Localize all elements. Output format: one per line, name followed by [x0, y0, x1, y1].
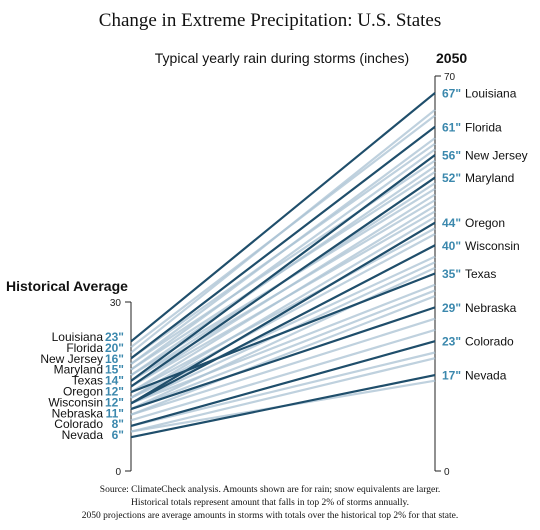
right-state-labels: 67" Louisiana 61" Florida 56" New Jersey 52" Ma…: [442, 86, 528, 382]
left-label-nevada: Nevada: [62, 428, 104, 442]
left-state-labels: Louisiana 23"Florida 20"New Jersey 16"Maryl…: [40, 330, 124, 442]
right-value-maryland: 52": [442, 171, 461, 185]
right-axis-tick-label-bottom: 0: [444, 467, 450, 478]
state-line-12: [130, 193, 436, 388]
left-label-new-jersey: New Jersey: [40, 352, 103, 366]
left-value-nebraska: 11": [106, 406, 124, 420]
left-axis-tick-label-top: 30: [110, 298, 122, 309]
right-label-colorado: Colorado: [465, 335, 514, 349]
right-value-new-jersey: 56": [442, 149, 461, 163]
state-line-15: [130, 227, 436, 394]
left-value-maryland: 15": [105, 363, 124, 377]
right-label-louisiana: Louisiana: [465, 86, 517, 100]
state-line-5: [130, 159, 436, 365]
state-line-wisconsin: [130, 244, 436, 405]
chart-title: Change in Extreme Precipitation: U.S. St…: [99, 10, 441, 31]
right-label-oregon: Oregon: [465, 216, 505, 230]
right-label-nevada: Nevada: [465, 369, 507, 383]
left-value-louisiana: 23": [105, 330, 124, 344]
right-value-nevada: 17": [442, 369, 461, 383]
state-line-24: [130, 317, 436, 416]
left-label-wisconsin: Wisconsin: [48, 395, 103, 409]
right-value-nebraska: 29": [442, 301, 461, 315]
state-line-maryland: [130, 176, 436, 388]
state-line-4: [130, 137, 436, 365]
state-line-16: [130, 216, 436, 399]
right-axis-tick-label-top: 70: [444, 72, 456, 83]
left-label-nebraska: Nebraska: [52, 406, 104, 420]
right-label-florida: Florida: [465, 120, 502, 134]
left-label-texas: Texas: [72, 374, 103, 388]
state-line-22: [130, 289, 436, 411]
state-line-nevada: [130, 373, 436, 439]
left-value-wisconsin: 12": [105, 395, 124, 409]
state-line-nebraska: [130, 306, 436, 411]
state-line-florida: [130, 125, 436, 360]
left-axis-tick-label-bottom: 0: [115, 467, 121, 478]
chart-subtitle: Typical yearly rain during storms (inche…: [155, 50, 409, 66]
left-label-colorado: Colorado: [54, 417, 103, 431]
left-value-oregon: 12": [105, 385, 124, 399]
state-line-6: [130, 148, 436, 371]
left-label-florida: Florida: [66, 341, 103, 355]
right-label-texas: Texas: [465, 267, 496, 281]
right-value-florida: 61": [442, 120, 461, 134]
state-line-louisiana: [130, 92, 436, 343]
state-line-oregon: [130, 221, 436, 405]
right-label-new-jersey: New Jersey: [465, 149, 528, 163]
state-line-2: [130, 108, 436, 354]
state-line-21: [130, 266, 436, 411]
left-value-new-jersey: 16": [105, 352, 124, 366]
source-line-3: 2050 projections are average amounts in …: [82, 510, 458, 521]
left-value-texas: 14": [105, 374, 124, 388]
state-line-14: [130, 204, 436, 394]
right-label-maryland: Maryland: [465, 171, 514, 185]
left-axis-label: Historical Average: [6, 278, 128, 294]
right-value-texas: 35": [442, 267, 461, 281]
state-line-26: [130, 351, 436, 428]
state-line-8: [130, 165, 436, 377]
state-line-17: [130, 233, 436, 399]
right-value-wisconsin: 40": [442, 239, 461, 253]
state-line-27: [130, 357, 436, 433]
right-label-nebraska: Nebraska: [465, 301, 517, 315]
source-line-2: Historical totals represent amount that …: [131, 497, 409, 508]
labeled-state-lines: [130, 92, 436, 439]
state-line-25: [130, 328, 436, 422]
left-label-louisiana: Louisiana: [52, 330, 104, 344]
right-value-oregon: 44": [442, 216, 461, 230]
state-line-colorado: [130, 340, 436, 427]
state-line-20: [130, 283, 436, 405]
state-line-new-jersey: [130, 154, 436, 382]
right-axis-label: 2050: [436, 50, 467, 66]
right-value-colorado: 23": [442, 335, 461, 349]
source-note: Source: ClimateCheck analysis. Amounts s…: [82, 484, 458, 521]
right-value-louisiana: 67": [442, 86, 461, 100]
source-line-1: Source: ClimateCheck analysis. Amounts s…: [100, 484, 440, 495]
left-value-nevada: 6": [112, 428, 124, 442]
left-label-oregon: Oregon: [63, 385, 103, 399]
right-label-wisconsin: Wisconsin: [465, 239, 520, 253]
left-value-florida: 20": [105, 341, 124, 355]
left-value-colorado: 8": [112, 417, 124, 431]
state-line-23: [130, 295, 436, 416]
left-label-maryland: Maryland: [54, 363, 103, 377]
